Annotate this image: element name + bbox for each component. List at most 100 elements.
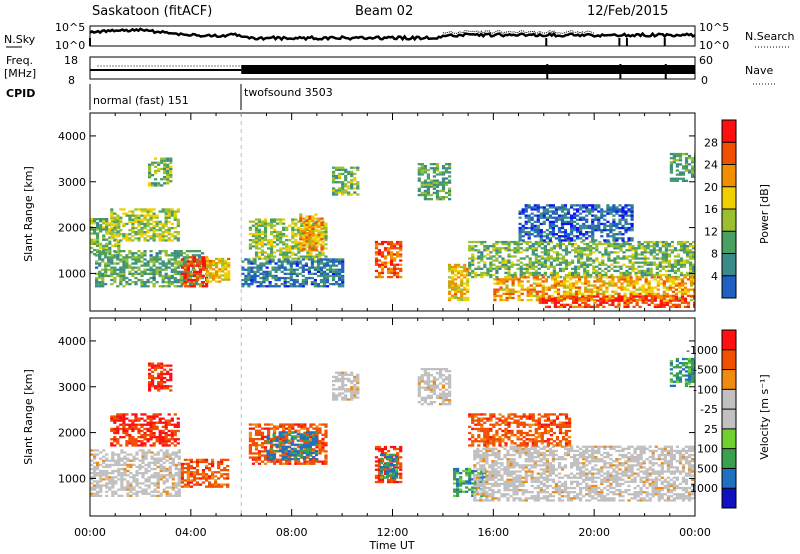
heatmap-cell xyxy=(524,233,528,236)
heatmap-cell xyxy=(564,263,569,266)
heatmap-cell xyxy=(105,494,109,497)
heatmap-cell xyxy=(270,249,274,252)
heatmap-cell xyxy=(582,204,586,207)
heatmap-cell xyxy=(152,268,156,271)
heatmap-cell xyxy=(579,216,583,219)
heatmap-cell xyxy=(556,276,561,279)
heatmap-cell xyxy=(572,282,576,285)
heatmap-cell xyxy=(134,272,138,275)
heatmap-cell xyxy=(613,257,617,260)
heatmap-cell xyxy=(161,262,165,265)
heatmap-cell xyxy=(119,413,123,416)
heatmap-cell xyxy=(673,261,677,264)
heatmap-cell xyxy=(192,471,197,474)
heatmap-cell xyxy=(541,292,545,295)
heatmap-cell xyxy=(489,269,493,273)
heatmap-cell xyxy=(498,261,502,264)
heatmap-cell xyxy=(685,247,690,250)
heatmap-cell xyxy=(621,233,625,236)
heatmap-cell xyxy=(140,278,144,282)
heatmap-cell xyxy=(486,257,490,260)
heatmap-cell xyxy=(113,218,117,221)
heatmap-cell xyxy=(297,249,301,252)
heatmap-cell xyxy=(153,459,157,462)
heatmap-cell xyxy=(583,249,587,252)
heatmap-cell xyxy=(263,218,268,221)
heatmap-cell xyxy=(335,168,339,171)
heatmap-cell xyxy=(612,214,616,217)
heatmap-cell xyxy=(683,305,688,308)
heatmap-cell xyxy=(152,278,156,282)
heatmap-cell xyxy=(495,247,499,250)
heatmap-cell xyxy=(186,485,190,488)
heatmap-cell xyxy=(640,245,644,248)
heatmap-cell xyxy=(122,425,126,428)
heatmap-cell xyxy=(263,222,268,225)
heatmap-cell xyxy=(498,247,502,250)
heatmap-cell xyxy=(137,427,141,431)
heatmap-cell xyxy=(441,185,446,188)
heatmap-cell xyxy=(221,278,225,281)
heatmap-cell xyxy=(148,184,152,187)
heatmap-cell xyxy=(144,492,148,495)
heatmap-cell xyxy=(604,267,608,270)
heatmap-cell xyxy=(96,238,100,241)
heatmap-cell xyxy=(134,283,138,286)
heatmap-cell xyxy=(289,262,293,265)
heatmap-cell xyxy=(257,251,262,254)
heatmap-cell xyxy=(548,214,552,217)
heatmap-cell xyxy=(155,270,159,273)
heatmap-cell xyxy=(119,283,123,286)
heatmap-cell xyxy=(123,455,127,458)
heatmap-cell xyxy=(664,245,668,248)
heatmap-cell xyxy=(324,224,328,227)
heatmap-cell xyxy=(152,231,156,234)
heatmap-cell xyxy=(527,231,531,234)
heatmap-cell xyxy=(247,283,251,286)
heatmap-cell xyxy=(135,482,139,485)
heatmap-cell xyxy=(584,288,588,291)
heatmap-cell xyxy=(93,238,97,241)
heatmap-cell xyxy=(168,455,172,458)
heatmap-cell xyxy=(108,240,112,243)
heatmap-cell xyxy=(678,159,683,162)
heatmap-cell xyxy=(675,163,679,166)
heatmap-cell xyxy=(129,494,133,497)
heatmap-cell xyxy=(451,282,455,285)
heatmap-cell xyxy=(282,218,286,221)
heatmap-cell xyxy=(180,475,184,478)
heatmap-cell xyxy=(597,206,601,209)
heatmap-cell xyxy=(104,266,108,269)
heatmap-cell xyxy=(192,285,197,288)
heatmap-cell xyxy=(658,240,662,244)
heatmap-cell xyxy=(435,179,440,182)
heatmap-cell xyxy=(625,249,629,252)
heatmap-cell xyxy=(554,224,558,228)
heatmap-cell xyxy=(341,258,345,261)
heatmap-cell xyxy=(161,239,165,242)
heatmap-cell xyxy=(119,436,123,439)
heatmap-cell xyxy=(120,494,124,497)
heatmap-cell xyxy=(661,273,665,277)
heatmap-cell xyxy=(212,276,216,279)
heatmap-cell xyxy=(520,292,524,295)
heatmap-cell xyxy=(647,290,651,293)
heatmap-cell xyxy=(517,296,521,300)
heatmap-cell xyxy=(161,421,165,424)
heatmap-cell xyxy=(141,492,145,495)
heatmap-cell xyxy=(585,231,589,234)
heatmap-cell xyxy=(143,237,147,240)
heatmap-cell xyxy=(685,240,690,244)
heatmap-cell xyxy=(650,301,654,304)
heatmap-cell xyxy=(508,296,512,300)
heatmap-cell xyxy=(143,272,147,275)
heatmap-cell xyxy=(128,438,132,441)
heatmap-cell xyxy=(257,220,262,223)
heatmap-cell xyxy=(609,235,613,238)
heatmap-cell xyxy=(152,423,156,426)
heatmap-cell xyxy=(316,274,321,278)
heatmap-cell xyxy=(265,262,269,265)
heatmap-cell xyxy=(576,235,580,238)
heatmap-cell xyxy=(159,467,163,471)
heatmap-cell xyxy=(215,280,219,283)
